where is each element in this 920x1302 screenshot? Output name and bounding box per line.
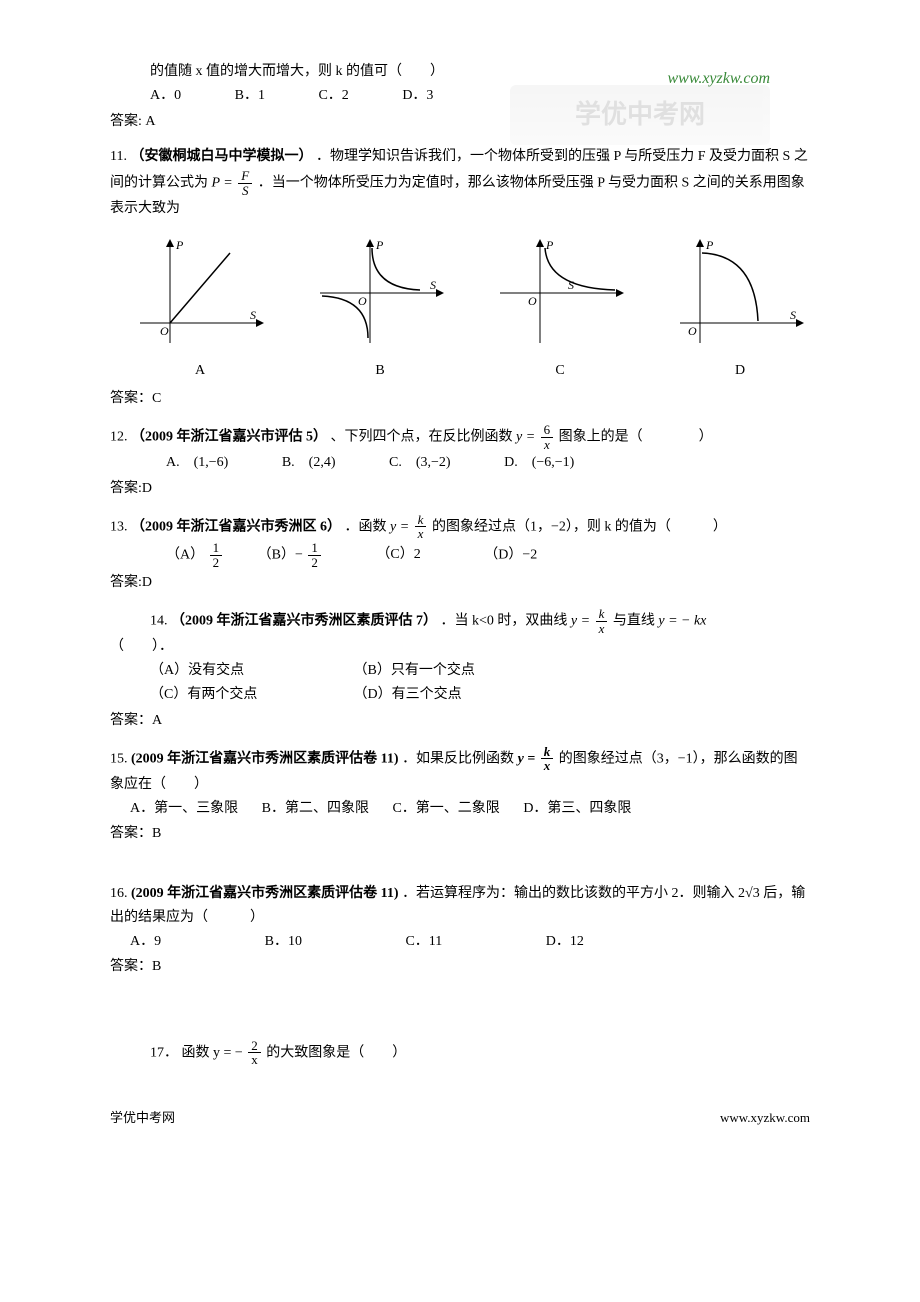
svg-text:P: P <box>705 238 714 252</box>
q11-chart-c: O S P C <box>490 233 630 383</box>
q10-opt-c: C．2 <box>318 84 348 108</box>
q13-opt-c: （C）2 <box>376 543 420 567</box>
footer-right: www.xyzkw.com <box>720 1107 810 1129</box>
svg-text:S: S <box>250 308 256 322</box>
q11-answer: 答案：C <box>110 387 810 411</box>
q12-opt-c: C. (3,−2) <box>389 451 451 475</box>
q11-chart-b: O S P B <box>310 233 450 383</box>
q14-options: （A）没有交点 （B）只有一个交点 （C）有两个交点 （D）有三个交点 <box>150 659 810 707</box>
q13-opt-d: （D）−2 <box>484 547 537 562</box>
q16-opt-a: A．9 <box>130 930 161 954</box>
q10-opt-a: A．0 <box>150 84 181 108</box>
q16-answer: 答案：B <box>110 955 810 979</box>
q11-chart-a: O S P A <box>130 233 270 383</box>
q12-options: A. (1,−6) B. (2,4) C. (3,−2) D. (−6,−1) <box>166 451 810 475</box>
q11-charts: O S P A O S P B O S P C <box>130 233 810 383</box>
q14-opt-c: （C）有两个交点 <box>150 683 350 707</box>
q13-opt-a: （A） 12 <box>166 541 224 569</box>
q16-stem: 16. (2009 年浙江省嘉兴市秀洲区素质评估卷 11) ．若运算程序为：输出… <box>110 882 810 930</box>
svg-text:O: O <box>358 294 367 308</box>
q14-opt-d: （D）有三个交点 <box>354 687 462 702</box>
q16-opt-c: C．11 <box>405 930 442 954</box>
q14-stem: 14. （2009 年浙江省嘉兴市秀洲区素质评估 7） ．当 k<0 时，双曲线… <box>150 607 810 635</box>
q14-opt-b: （B）只有一个交点 <box>354 663 475 678</box>
q14-tail: （ ）． <box>110 635 810 659</box>
svg-text:O: O <box>688 324 697 338</box>
svg-text:P: P <box>175 238 184 252</box>
q16-options: A．9 B．10 C．11 D．12 <box>130 930 810 954</box>
svg-text:S: S <box>790 308 796 322</box>
q10-opt-b: B．1 <box>235 84 265 108</box>
q15-opt-c: C．第一、二象限 <box>392 797 499 821</box>
q15-opt-b: B．第二、四象限 <box>262 797 369 821</box>
q14-opt-a: （A）没有交点 <box>150 659 350 683</box>
q16-opt-d: D．12 <box>546 930 584 954</box>
q12-opt-d: D. (−6,−1) <box>504 451 574 475</box>
origin-label: O <box>160 324 169 338</box>
svg-text:P: P <box>545 238 554 252</box>
q15-options: A．第一、三象限 B．第二、四象限 C．第一、二象限 D．第三、四象限 <box>130 797 810 821</box>
q15-opt-a: A．第一、三象限 <box>130 797 238 821</box>
svg-text:O: O <box>528 294 537 308</box>
q13-answer: 答案:D <box>110 571 810 595</box>
svg-text:S: S <box>430 278 436 292</box>
q12-answer: 答案:D <box>110 477 810 501</box>
q17-stem: 17． 函数 y = − 2x 的大致图象是（ ） <box>150 1039 810 1067</box>
q10-opt-d: D．3 <box>402 84 433 108</box>
q16-opt-b: B．10 <box>265 930 302 954</box>
header-watermark-ghost: 学优中考网 <box>510 85 770 145</box>
q11-chart-d: O S P D <box>670 233 810 383</box>
q13-opt-b: （B）− 12 <box>258 541 323 569</box>
q12-opt-b: B. (2,4) <box>282 451 336 475</box>
page-footer: 学优中考网 www.xyzkw.com <box>110 1107 810 1129</box>
q15-opt-d: D．第三、四象限 <box>523 797 631 821</box>
q15-answer: 答案：B <box>110 822 810 846</box>
q11-stem: 11. （安徽桐城白马中学模拟一） ．物理学知识告诉我们，一个物体所受到的压强 … <box>110 145 810 221</box>
q13-stem: 13. （2009 年浙江省嘉兴市秀洲区 6） ．函数 y = kx 的图象经过… <box>110 513 810 541</box>
svg-text:S: S <box>568 278 574 292</box>
svg-text:P: P <box>375 238 384 252</box>
q13-options: （A） 12 （B）− 12 （C）2 （D）−2 <box>166 541 810 569</box>
q15-stem: 15. (2009 年浙江省嘉兴市秀洲区素质评估卷 11) ．如果反比例函数 y… <box>110 745 810 797</box>
q14-answer: 答案：A <box>110 709 810 733</box>
q12-stem: 12. （2009 年浙江省嘉兴市评估 5） 、下列四个点，在反比例函数 y =… <box>110 423 810 451</box>
q12-opt-a: A. (1,−6) <box>166 451 228 475</box>
footer-left: 学优中考网 <box>110 1107 175 1129</box>
